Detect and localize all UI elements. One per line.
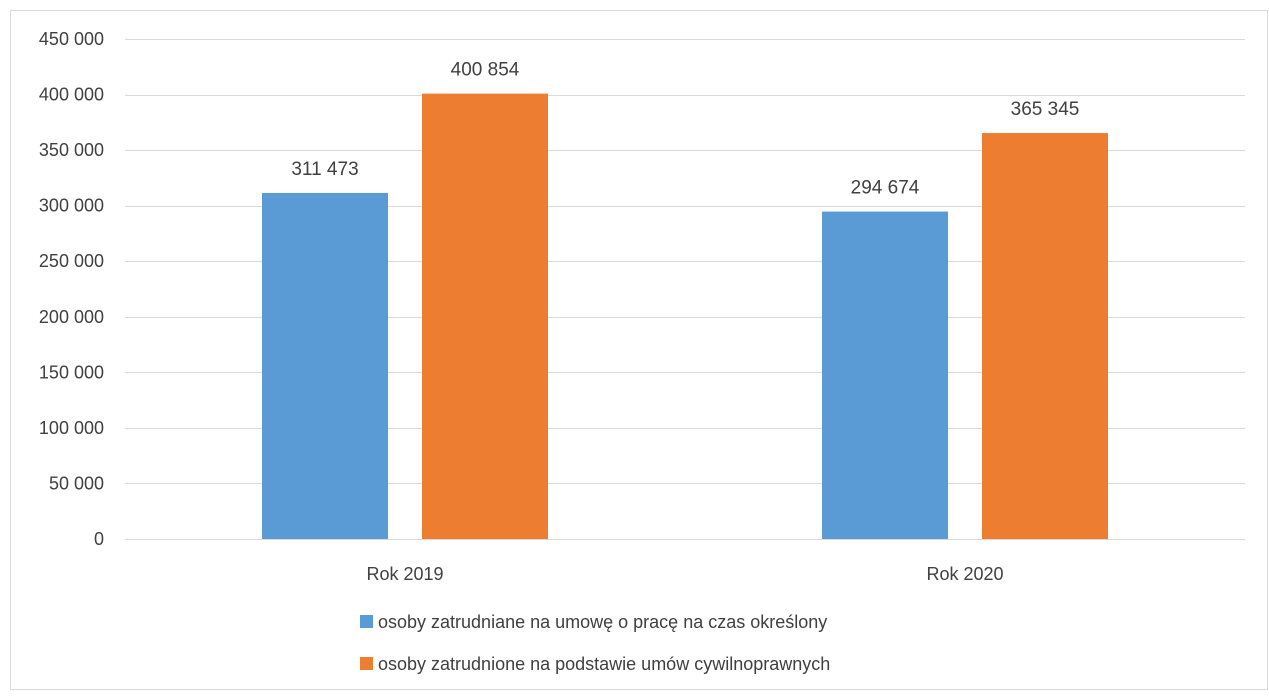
y-tick-label: 400 000: [39, 85, 104, 105]
y-axis-ticks: 0 50 000 100 000 150 000 200 000 250 000 300 0…: [39, 29, 104, 549]
y-tick-label: 0: [94, 529, 104, 549]
y-tick-label: 200 000: [39, 307, 104, 327]
y-tick-label: 450 000: [39, 29, 104, 49]
legend: osoby zatrudniane na umowę o pracę na cz…: [360, 612, 830, 674]
legend-swatch: [360, 615, 373, 628]
x-category-label: Rok 2020: [926, 564, 1003, 584]
bars: [262, 93, 1108, 540]
legend-swatch: [360, 657, 373, 670]
data-label: 294 674: [851, 178, 920, 199]
data-label: 400 854: [451, 60, 520, 81]
x-axis-categories: Rok 2019 Rok 2020: [366, 564, 1003, 584]
legend-label: osoby zatrudniane na umowę o pracę na cz…: [378, 612, 827, 632]
y-tick-label: 150 000: [39, 362, 104, 382]
bar-2-1: [422, 93, 548, 540]
data-labels: 311 473 400 854 294 674 365 345: [291, 60, 1079, 199]
data-label: 311 473: [291, 159, 358, 180]
y-tick-label: 250 000: [39, 251, 104, 271]
bar-1-1: [262, 192, 388, 539]
y-tick-label: 50 000: [49, 473, 104, 493]
y-tick-label: 350 000: [39, 140, 104, 160]
bar-1-2: [822, 211, 948, 539]
x-category-label: Rok 2019: [366, 564, 443, 584]
data-label: 365 345: [1011, 99, 1080, 120]
y-tick-label: 100 000: [39, 418, 104, 438]
legend-label: osoby zatrudnione na podstawie umów cywi…: [378, 654, 830, 674]
y-tick-label: 300 000: [39, 196, 104, 216]
bar-2-2: [982, 133, 1108, 540]
